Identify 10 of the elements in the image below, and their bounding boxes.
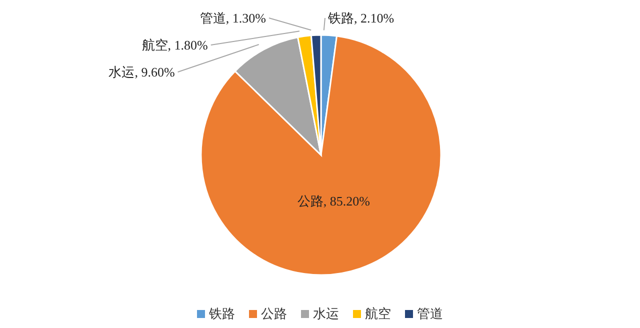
data-label: 水运, 9.60% xyxy=(108,64,175,80)
legend-label: 铁路 xyxy=(208,305,235,323)
data-label: 航空, 1.80% xyxy=(142,38,208,52)
data-label: 管道, 1.30% xyxy=(200,10,266,26)
legend-label: 管道 xyxy=(416,305,443,323)
legend-label: 航空 xyxy=(364,305,391,323)
legend-label: 水运 xyxy=(312,305,339,323)
legend-label: 公路 xyxy=(260,305,287,323)
data-label: 公路, 85.20% xyxy=(297,194,370,209)
data-label: 铁路, 2.10% xyxy=(327,10,394,26)
